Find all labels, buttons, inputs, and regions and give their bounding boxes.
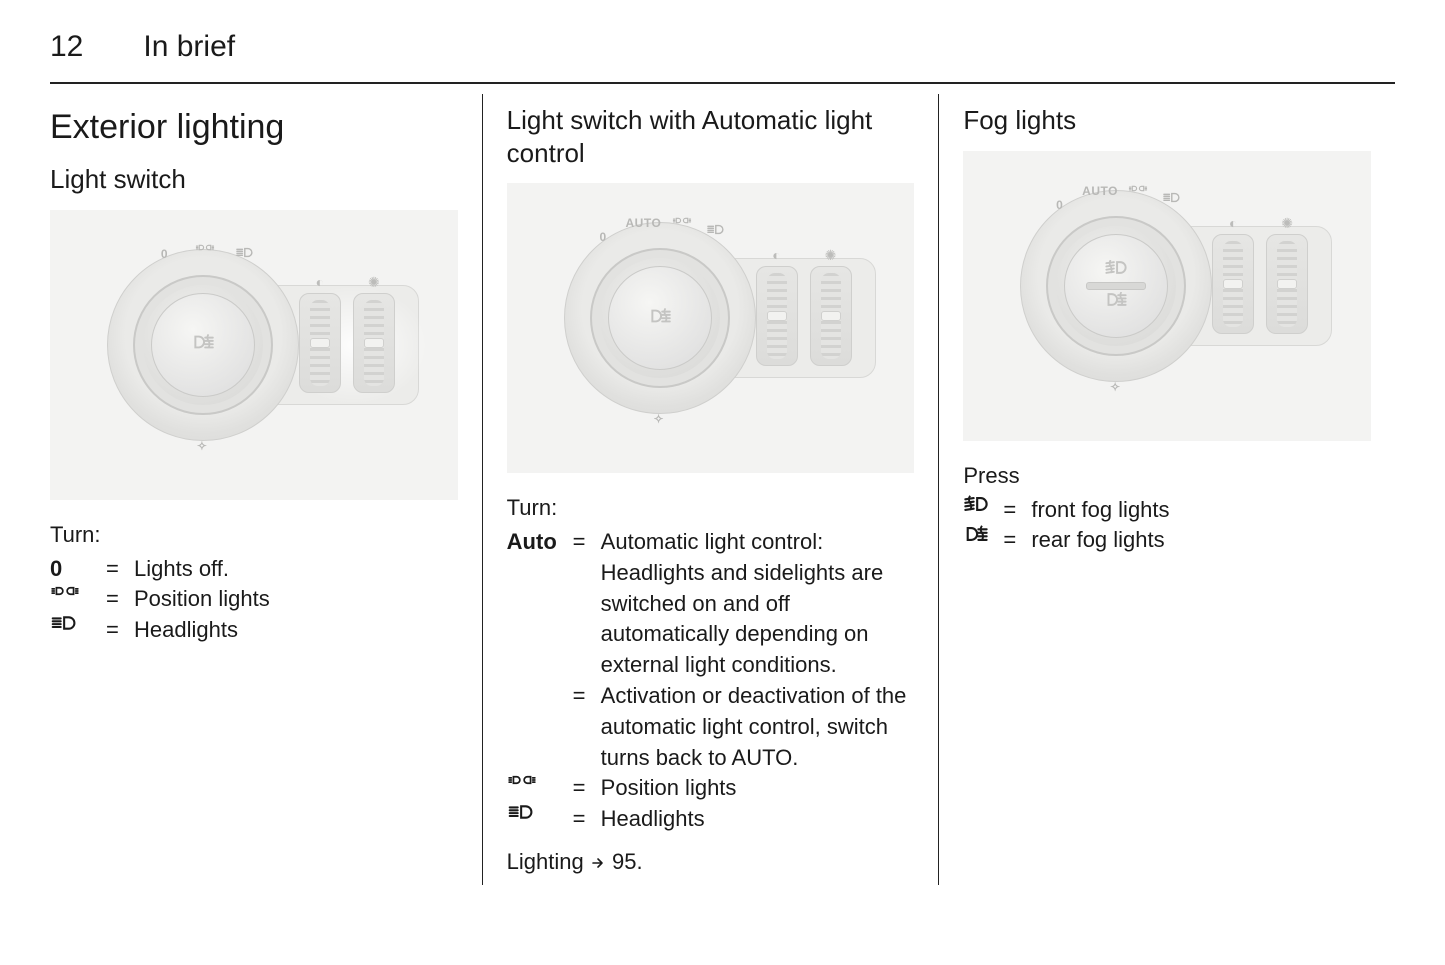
def-text: Lights off. xyxy=(134,554,458,585)
def-equals: = xyxy=(106,615,134,646)
rear-fog-icon xyxy=(963,525,1003,543)
reference-arrow-icon xyxy=(590,856,606,870)
dial-label-headlights xyxy=(1162,192,1180,206)
dial-label-zero: 0 xyxy=(1056,198,1063,212)
dial-assembly: ◐ ✺ 0 AUTO ✧ xyxy=(546,208,876,448)
ref-page: 95. xyxy=(612,849,643,874)
def-equals: = xyxy=(573,527,601,558)
def-equals: = xyxy=(1003,525,1031,556)
dimmer-icon: ✺ xyxy=(1281,215,1293,232)
def-text: Activation or deactivation of the automa… xyxy=(601,681,915,773)
dial-knob xyxy=(151,293,255,397)
headlights-icon xyxy=(50,615,106,631)
dial-label-zero: 0 xyxy=(161,247,168,261)
thumbwheel-right: ✺ xyxy=(353,293,395,393)
instruction-lead: Turn: xyxy=(507,495,915,521)
def-equals: = xyxy=(573,773,601,804)
rear-fog-icon xyxy=(648,308,672,329)
definition-list: Auto = Automatic light control: Headligh… xyxy=(507,527,915,835)
dial-assembly: ◐ ✺ 0 AUTO ✧ xyxy=(1002,176,1332,416)
manual-page: 12 In brief Exterior lighting Light swit… xyxy=(0,0,1445,915)
thumbwheel-left: ◐ xyxy=(1212,234,1254,334)
ref-prefix: Lighting xyxy=(507,849,590,874)
def-equals: = xyxy=(106,554,134,585)
def-row: = Headlights xyxy=(50,615,458,646)
dial-label-zero: 0 xyxy=(600,230,607,244)
chapter-title: In brief xyxy=(143,30,235,64)
def-equals: = xyxy=(1003,495,1031,526)
page-number: 12 xyxy=(50,30,83,64)
instruction-lead: Press xyxy=(963,463,1371,489)
subsection-title: Light switch with Automatic light contro… xyxy=(507,104,915,169)
def-equals: = xyxy=(573,681,601,712)
dial-label-position xyxy=(672,214,692,228)
def-text: Position lights xyxy=(134,584,458,615)
dial-label-headlights xyxy=(706,224,724,238)
dial-label-auto: AUTO xyxy=(1082,184,1118,198)
def-row: = Position lights xyxy=(507,773,915,804)
def-row: = Activation or deactivation of the auto… xyxy=(507,681,915,773)
rear-fog-icon xyxy=(1104,292,1128,312)
front-fog-icon xyxy=(1104,260,1128,280)
dial-label-position xyxy=(1128,182,1148,196)
subsection-title: Light switch xyxy=(50,163,458,196)
def-text: front fog lights xyxy=(1031,495,1371,526)
def-text: Position lights xyxy=(601,773,915,804)
dimmer-icon: ✺ xyxy=(368,274,380,291)
dial-label-illum: ✧ xyxy=(1110,380,1121,394)
dial-knob xyxy=(608,266,712,370)
knob-bar xyxy=(1086,282,1146,290)
dial-label-headlights xyxy=(235,247,253,261)
def-row: = rear fog lights xyxy=(963,525,1371,556)
dimmer-icon: ✺ xyxy=(825,247,837,264)
definition-list: 0 = Lights off. = Position lights = Head… xyxy=(50,554,458,646)
headlamp-level-icon: ◐ xyxy=(316,274,324,290)
def-row: Auto = Automatic light control: Headligh… xyxy=(507,527,915,681)
light-switch-figure-basic: ◐ ✺ 0 ✧ xyxy=(50,210,458,500)
cross-reference: Lighting 95. xyxy=(507,849,915,875)
def-equals: = xyxy=(573,804,601,835)
column-1: Exterior lighting Light switch ◐ ✺ 0 ✧ xyxy=(50,94,482,885)
section-title: Exterior lighting xyxy=(50,108,458,147)
thumbwheel-right: ✺ xyxy=(1266,234,1308,334)
position-lights-icon xyxy=(507,773,573,787)
column-3: Fog lights ◐ ✺ 0 AUTO ✧ xyxy=(938,94,1395,885)
def-row: = front fog lights xyxy=(963,495,1371,526)
dial-knob xyxy=(1064,234,1168,338)
instruction-lead: Turn: xyxy=(50,522,458,548)
dial-label-illum: ✧ xyxy=(197,439,208,453)
def-text: rear fog lights xyxy=(1031,525,1371,556)
dial-label-position xyxy=(195,241,215,255)
page-header: 12 In brief xyxy=(50,30,1395,84)
dial-label-auto: AUTO xyxy=(626,216,662,230)
content-columns: Exterior lighting Light switch ◐ ✺ 0 ✧ xyxy=(50,94,1395,885)
def-symbol-auto: Auto xyxy=(507,527,573,558)
def-row: 0 = Lights off. xyxy=(50,554,458,585)
def-equals: = xyxy=(106,584,134,615)
thumbwheel-left: ◐ xyxy=(299,293,341,393)
headlamp-level-icon: ◐ xyxy=(1229,215,1237,231)
def-text: Headlights xyxy=(134,615,458,646)
thumbwheel-left: ◐ xyxy=(756,266,798,366)
def-symbol-zero: 0 xyxy=(50,554,106,585)
def-text: Automatic light control: Headlights and … xyxy=(601,527,915,681)
thumbwheel-right: ✺ xyxy=(810,266,852,366)
headlights-icon xyxy=(507,804,573,820)
headlamp-level-icon: ◐ xyxy=(772,247,780,263)
dial-assembly: ◐ ✺ 0 ✧ xyxy=(89,235,419,475)
def-row: = Position lights xyxy=(50,584,458,615)
rear-fog-icon xyxy=(191,334,215,355)
subsection-title: Fog lights xyxy=(963,104,1371,137)
def-row: = Headlights xyxy=(507,804,915,835)
def-text: Headlights xyxy=(601,804,915,835)
light-switch-figure-fog: ◐ ✺ 0 AUTO ✧ xyxy=(963,151,1371,441)
dial-label-illum: ✧ xyxy=(654,412,665,426)
column-2: Light switch with Automatic light contro… xyxy=(482,94,939,885)
position-lights-icon xyxy=(50,584,106,598)
light-switch-figure-auto: ◐ ✺ 0 AUTO ✧ xyxy=(507,183,915,473)
front-fog-icon xyxy=(963,495,1003,513)
definition-list: = front fog lights = rear fog lights xyxy=(963,495,1371,557)
